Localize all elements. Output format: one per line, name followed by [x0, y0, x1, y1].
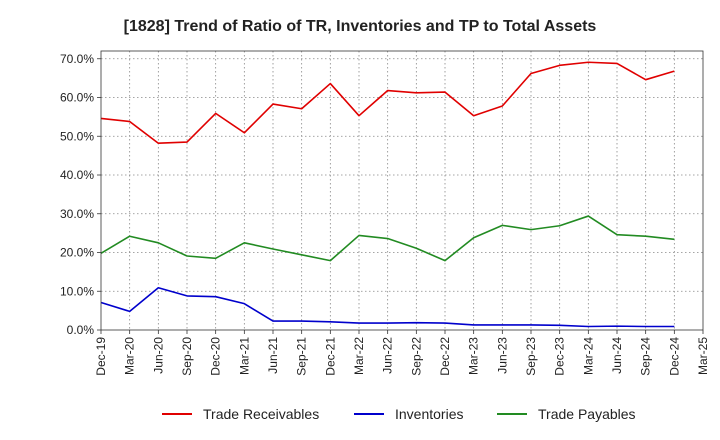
x-tick-label: Mar-21	[237, 337, 251, 375]
x-tick-label: Mar-23	[467, 337, 481, 375]
series-line-1	[100, 286, 675, 328]
x-tick-label: Sep-22	[409, 337, 423, 376]
x-tick-label: Mar-20	[123, 337, 137, 375]
x-tick-label: Dec-20	[209, 337, 223, 376]
legend-label: Trade Receivables	[203, 406, 319, 422]
legend-label: Inventories	[395, 406, 463, 422]
grid-lines	[101, 51, 703, 330]
x-tick-label: Jun-23	[495, 337, 509, 374]
x-axis-ticks: Dec-19 Mar-20 Jun-20 Sep-20 Dec-20 Mar-21 Jun-…	[94, 330, 710, 376]
x-tick-label: Sep-23	[524, 337, 538, 376]
y-tick-label: 20.0%	[60, 246, 94, 260]
x-tick-label: Jun-22	[381, 337, 395, 374]
x-tick-label: Jun-20	[151, 337, 165, 374]
y-tick-label: 40.0%	[60, 168, 94, 182]
x-tick-label: Sep-24	[639, 337, 653, 376]
x-tick-label: Dec-22	[438, 337, 452, 376]
x-tick-label: Dec-21	[323, 337, 337, 376]
series-line-2	[100, 215, 675, 262]
y-tick-label: 50.0%	[60, 129, 94, 143]
x-tick-label: Jun-21	[266, 337, 280, 374]
x-tick-label: Dec-23	[553, 337, 567, 376]
x-tick-label: Sep-21	[295, 337, 309, 376]
chart-title: [1828] Trend of Ratio of TR, Inventories…	[124, 18, 597, 35]
y-tick-label: 10.0%	[60, 284, 94, 298]
legend: Trade Receivables Inventories Trade Payabl…	[162, 406, 636, 422]
y-axis-ticks: 0.0% 10.0% 20.0% 30.0% 40.0% 50.0% 60.0% 70.0%	[60, 52, 101, 337]
x-tick-label: Mar-25	[696, 337, 710, 375]
y-tick-label: 70.0%	[60, 52, 94, 66]
y-tick-label: 30.0%	[60, 207, 94, 221]
plot-area-frame	[100, 50, 704, 331]
y-tick-label: 60.0%	[60, 91, 94, 105]
x-tick-label: Dec-24	[667, 337, 681, 376]
series-lines	[100, 61, 675, 328]
y-tick-label: 0.0%	[67, 323, 95, 337]
legend-label: Trade Payables	[538, 406, 636, 422]
x-tick-label: Mar-24	[581, 337, 595, 375]
x-tick-label: Jun-24	[610, 337, 624, 374]
series-line-0	[100, 61, 675, 145]
x-tick-label: Dec-19	[94, 337, 108, 376]
x-tick-label: Mar-22	[352, 337, 366, 375]
x-tick-label: Sep-20	[180, 337, 194, 376]
